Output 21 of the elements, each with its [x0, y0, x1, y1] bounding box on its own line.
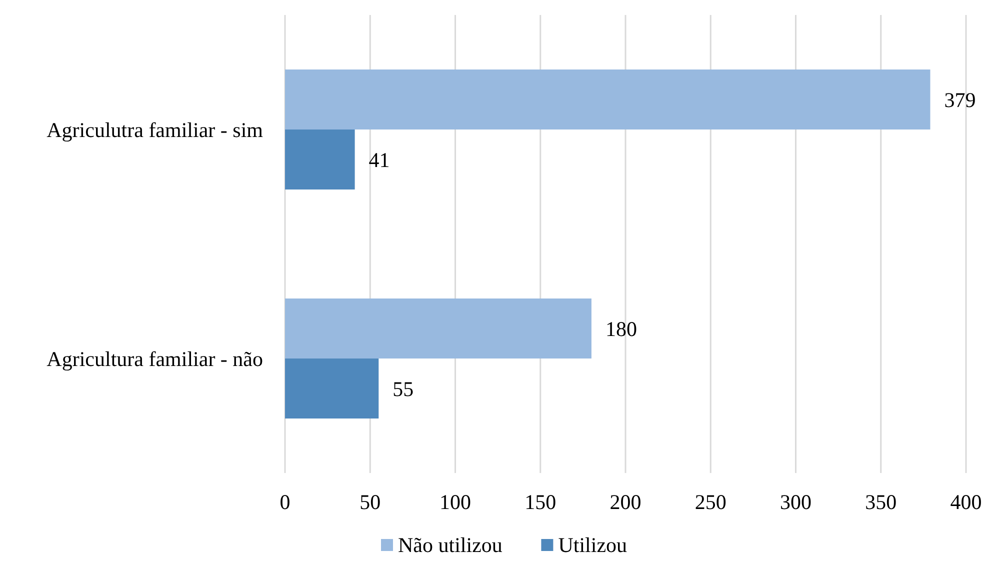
- x-tick-label: 200: [610, 490, 642, 514]
- y-tick-label: Agricultura familiar - não: [46, 346, 263, 371]
- x-tick-label: 350: [865, 490, 897, 514]
- bar: [285, 70, 930, 130]
- x-tick-label: 100: [440, 490, 471, 514]
- legend-label: Utilizou: [558, 533, 628, 557]
- bar: [285, 358, 379, 418]
- x-tick-label: 400: [950, 490, 982, 514]
- data-label: 180: [605, 316, 637, 341]
- data-label: 55: [392, 376, 414, 401]
- bar: [285, 298, 592, 358]
- x-tick-label: 0: [280, 490, 290, 514]
- data-label: 41: [368, 148, 390, 172]
- bar: [285, 130, 355, 190]
- y-tick-label: Agriculutra familiar - sim: [46, 118, 263, 142]
- x-tick-label: 150: [524, 490, 556, 514]
- legend-label: Não utilizou: [398, 533, 503, 557]
- x-tick-label: 250: [694, 490, 726, 514]
- data-label: 379: [944, 88, 976, 112]
- x-tick-label: 50: [360, 490, 381, 514]
- x-tick-label: 300: [780, 490, 812, 514]
